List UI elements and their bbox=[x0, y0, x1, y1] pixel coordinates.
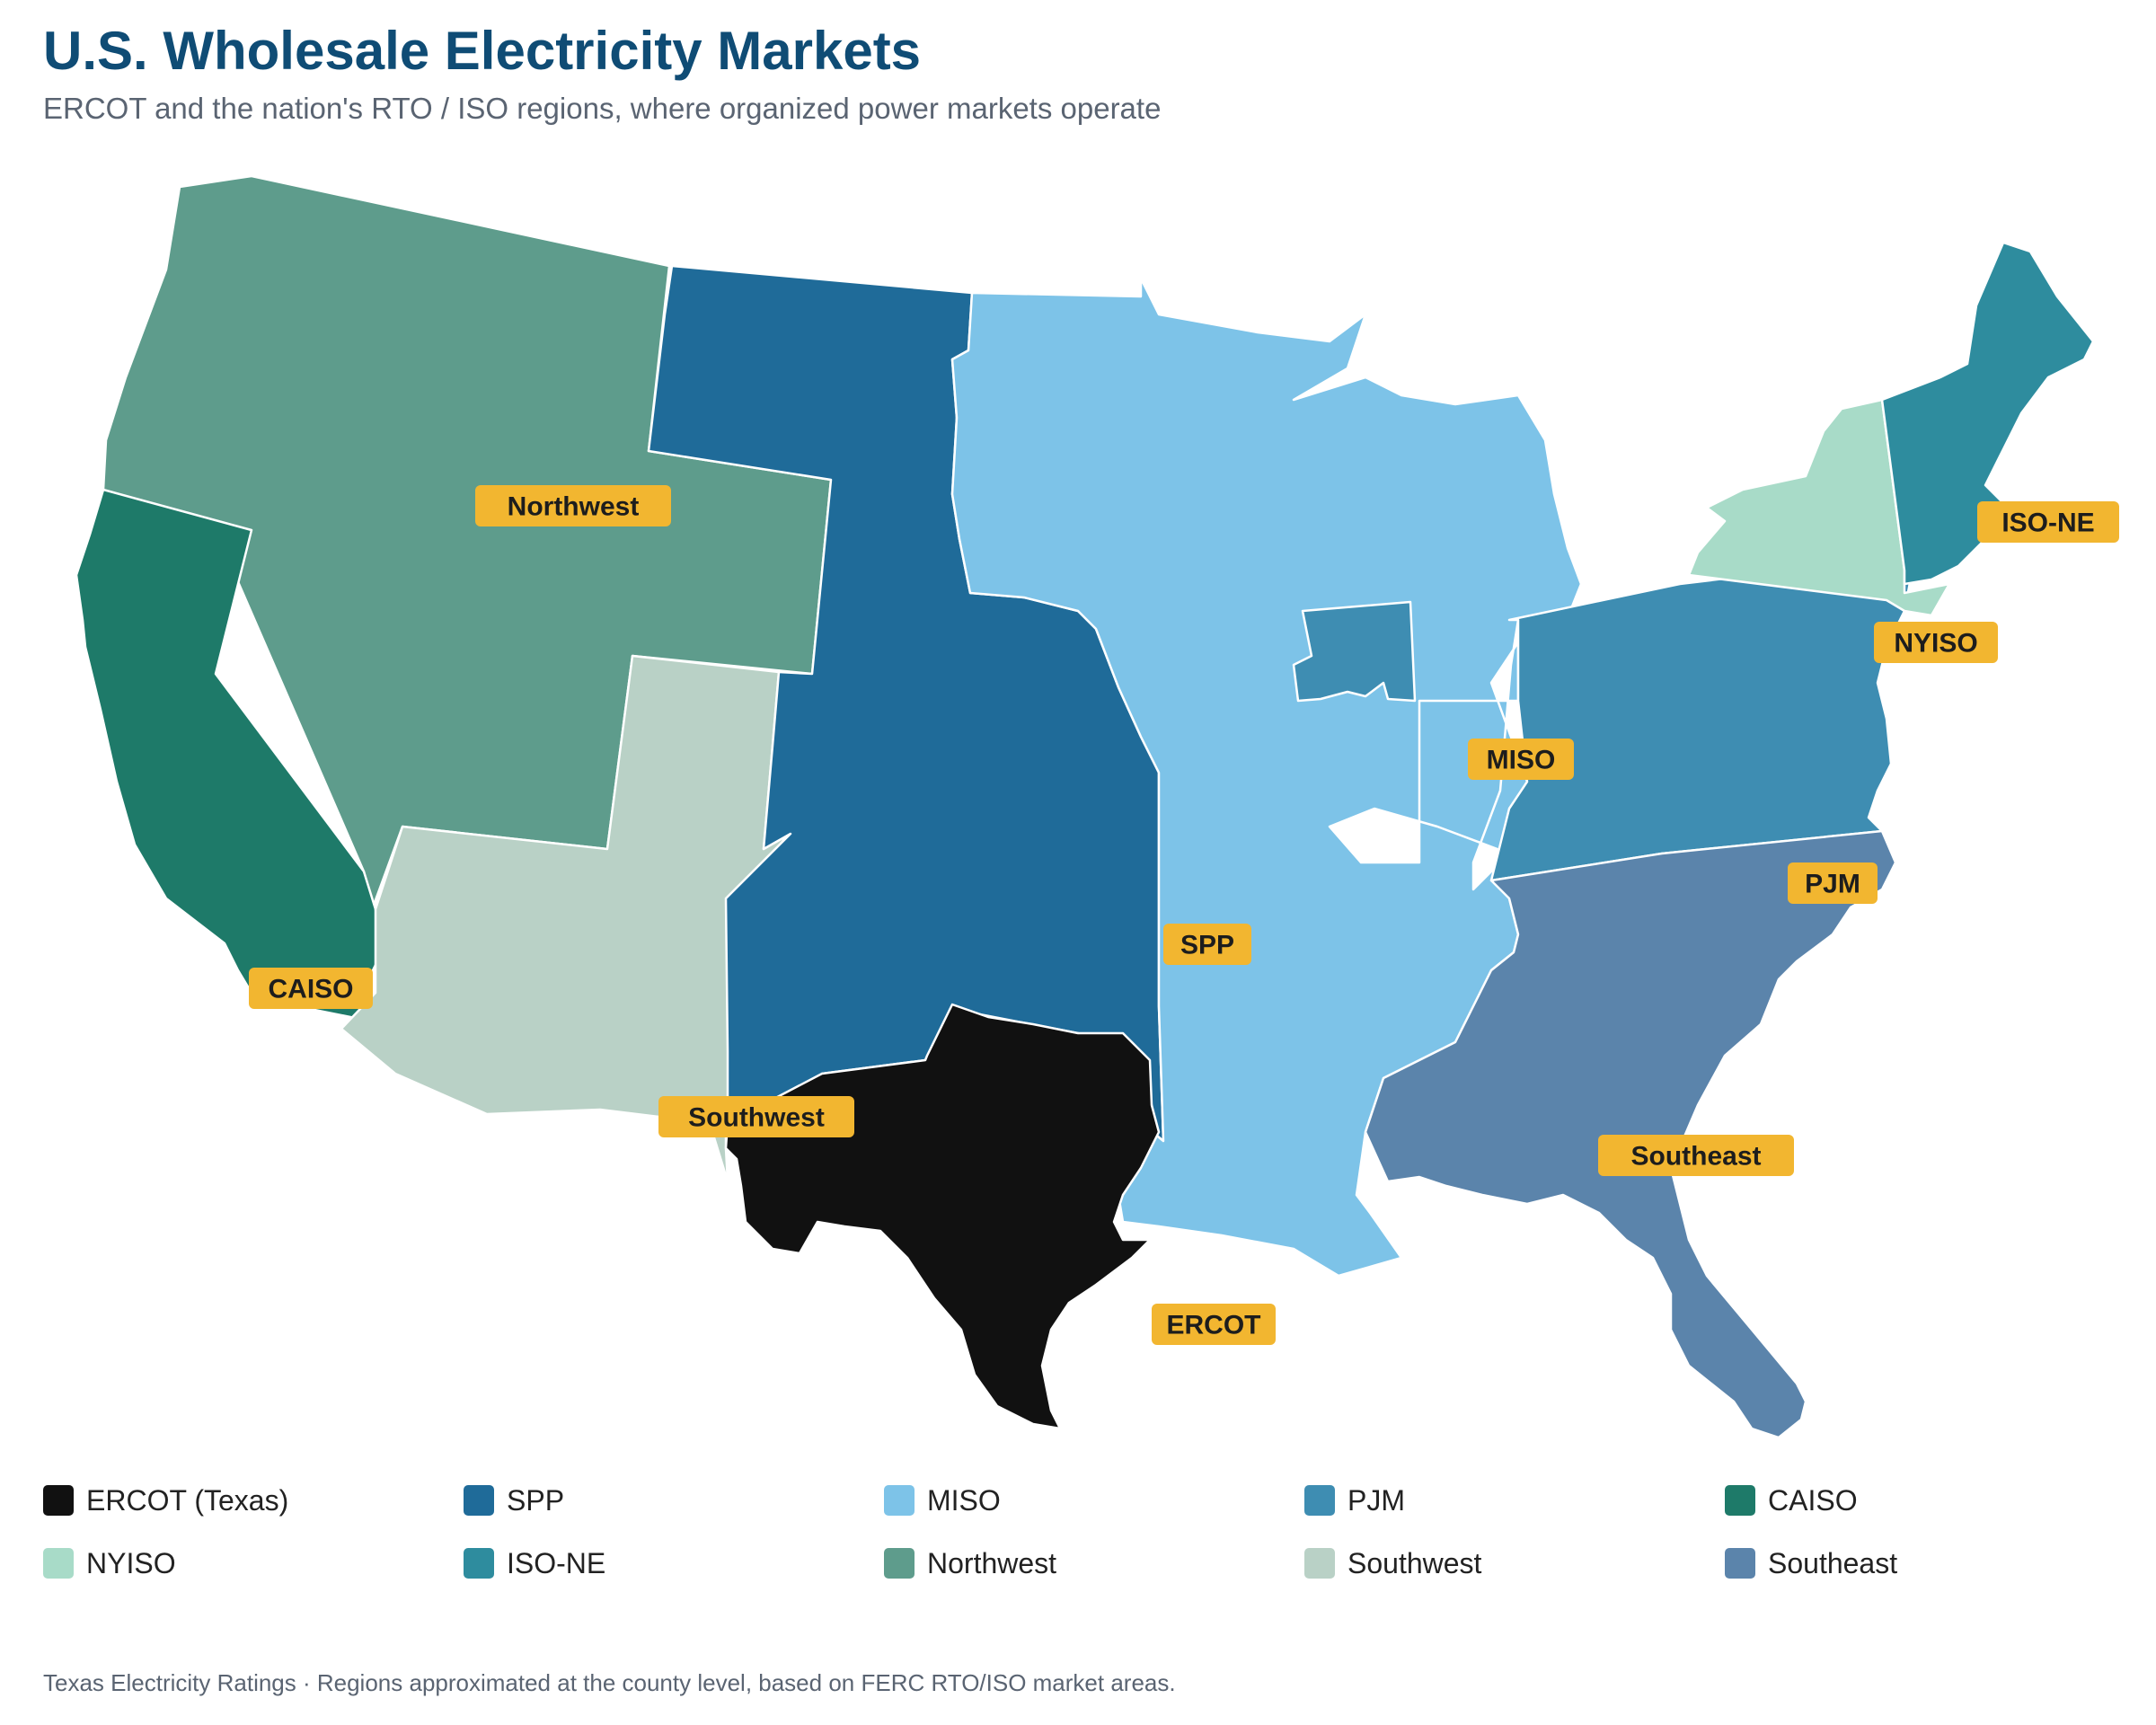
map-label-nyiso: NYISO bbox=[1874, 622, 1998, 663]
map-label-northwest: Northwest bbox=[475, 485, 671, 526]
map-label-ercot: ERCOT bbox=[1152, 1304, 1276, 1345]
svg-text:ISO-NE: ISO-NE bbox=[2001, 509, 2094, 538]
legend-swatch bbox=[1725, 1485, 1755, 1516]
region-miso[interactable] bbox=[950, 277, 1583, 1278]
legend-label: PJM bbox=[1348, 1483, 1405, 1517]
legend-item-northwest: Northwest bbox=[884, 1547, 1304, 1579]
map-label-southeast: Southeast bbox=[1598, 1135, 1794, 1176]
legend-item-miso: MISO bbox=[884, 1484, 1304, 1517]
legend-swatch bbox=[464, 1548, 494, 1579]
map-label-miso: MISO bbox=[1468, 739, 1574, 780]
legend-item-southeast: Southeast bbox=[1725, 1547, 2145, 1579]
svg-text:NYISO: NYISO bbox=[1894, 629, 1977, 659]
legend-swatch bbox=[884, 1548, 915, 1579]
legend-item-iso-ne: ISO-NE bbox=[464, 1547, 884, 1579]
svg-text:ERCOT: ERCOT bbox=[1167, 1311, 1261, 1340]
legend-label: MISO bbox=[927, 1483, 1001, 1517]
legend-label: ISO-NE bbox=[507, 1546, 606, 1579]
svg-text:SPP: SPP bbox=[1180, 931, 1234, 960]
legend-swatch bbox=[1304, 1485, 1335, 1516]
map-label-caiso: CAISO bbox=[249, 968, 373, 1009]
region-southeast[interactable] bbox=[1364, 829, 1897, 1439]
legend-label: CAISO bbox=[1768, 1483, 1858, 1517]
legend-swatch bbox=[1725, 1548, 1755, 1579]
map-label-spp: SPP bbox=[1163, 924, 1251, 965]
legend-label: Southwest bbox=[1348, 1546, 1482, 1579]
legend-label: Northwest bbox=[927, 1546, 1057, 1579]
map-label-pjm: PJM bbox=[1788, 862, 1878, 904]
svg-text:Southwest: Southwest bbox=[688, 1103, 825, 1133]
svg-text:Southeast: Southeast bbox=[1630, 1142, 1761, 1172]
legend-label: SPP bbox=[507, 1483, 565, 1517]
legend-item-pjm: PJM bbox=[1304, 1484, 1725, 1517]
legend-item-nyiso: NYISO bbox=[43, 1547, 464, 1579]
legend-item-caiso: CAISO bbox=[1725, 1484, 2145, 1517]
legend-swatch bbox=[1304, 1548, 1335, 1579]
region-nyiso[interactable] bbox=[1687, 398, 1951, 617]
map-label-southwest: Southwest bbox=[658, 1096, 854, 1137]
legend-label: ERCOT (Texas) bbox=[86, 1483, 289, 1517]
legend-item-southwest: Southwest bbox=[1304, 1547, 1725, 1579]
map-legend: ERCOT (Texas) SPP MISO PJM CAISO NYISO ISO-NE N… bbox=[43, 1484, 2145, 1579]
svg-text:Northwest: Northwest bbox=[508, 492, 640, 522]
svg-text:CAISO: CAISO bbox=[268, 975, 353, 1004]
page-title: U.S. Wholesale Electricity Markets bbox=[43, 21, 922, 81]
region-isone[interactable] bbox=[1880, 241, 2095, 586]
region-pjm-illinois[interactable] bbox=[1292, 600, 1417, 703]
legend-swatch bbox=[884, 1485, 915, 1516]
legend-swatch bbox=[464, 1485, 494, 1516]
legend-item-ercot-texas: ERCOT (Texas) bbox=[43, 1484, 464, 1517]
svg-text:MISO: MISO bbox=[1487, 746, 1556, 775]
footer-note: Texas Electricity Ratings · Regions appr… bbox=[43, 1669, 1176, 1696]
map-label-iso-ne: ISO-NE bbox=[1977, 501, 2119, 543]
page-subtitle: ERCOT and the nation's RTO / ISO regions… bbox=[43, 92, 1162, 125]
legend-label: NYISO bbox=[86, 1546, 176, 1579]
legend-label: Southeast bbox=[1768, 1546, 1898, 1579]
legend-swatch bbox=[43, 1485, 74, 1516]
region-caiso[interactable] bbox=[75, 488, 384, 1022]
legend-swatch bbox=[43, 1548, 74, 1579]
legend-item-spp: SPP bbox=[464, 1484, 884, 1517]
svg-text:PJM: PJM bbox=[1805, 870, 1860, 899]
